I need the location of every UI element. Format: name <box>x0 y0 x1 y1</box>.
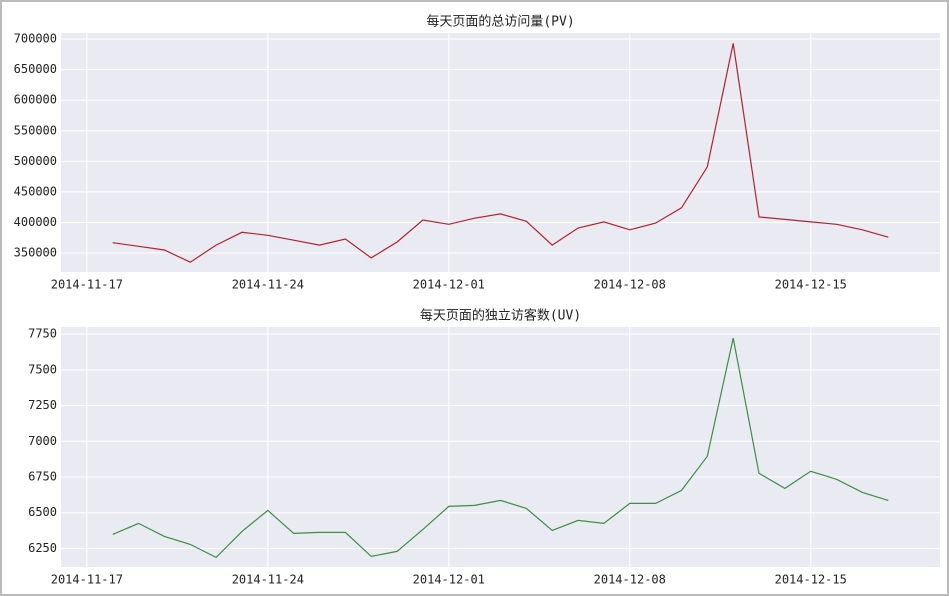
x-tick-label: 2014-11-24 <box>232 278 304 292</box>
y-tick-label: 400000 <box>14 215 57 229</box>
y-tick-label: 7000 <box>28 434 57 448</box>
y-tick-label: 6250 <box>28 541 57 555</box>
x-tick-label: 2014-11-17 <box>51 573 123 587</box>
x-tick-label: 2014-12-15 <box>775 573 847 587</box>
y-tick-label: 600000 <box>14 93 57 107</box>
y-tick-label: 7500 <box>28 362 57 376</box>
y-tick-label: 6750 <box>28 470 57 484</box>
y-tick-label: 650000 <box>14 62 57 76</box>
y-tick-label: 550000 <box>14 123 57 137</box>
plot-area <box>61 327 940 567</box>
x-tick-label: 2014-11-24 <box>232 573 304 587</box>
x-tick-label: 2014-12-01 <box>413 278 485 292</box>
y-tick-label: 500000 <box>14 154 57 168</box>
chart-title: 每天页面的独立访客数(UV) <box>420 308 581 324</box>
y-tick-label: 6500 <box>28 505 57 519</box>
x-tick-label: 2014-12-08 <box>594 573 666 587</box>
chart-title: 每天页面的总访问量(PV) <box>426 14 574 30</box>
x-tick-label: 2014-11-17 <box>51 278 123 292</box>
x-tick-label: 2014-12-08 <box>594 278 666 292</box>
x-tick-label: 2014-12-15 <box>775 278 847 292</box>
y-tick-label: 350000 <box>14 246 57 260</box>
y-tick-label: 7750 <box>28 327 57 341</box>
y-tick-label: 450000 <box>14 184 57 198</box>
plot-area <box>61 33 940 272</box>
y-tick-label: 7250 <box>28 398 57 412</box>
series-line <box>112 43 889 263</box>
series-line <box>112 337 889 559</box>
y-tick-label: 700000 <box>14 32 57 46</box>
x-tick-label: 2014-12-01 <box>413 573 485 587</box>
